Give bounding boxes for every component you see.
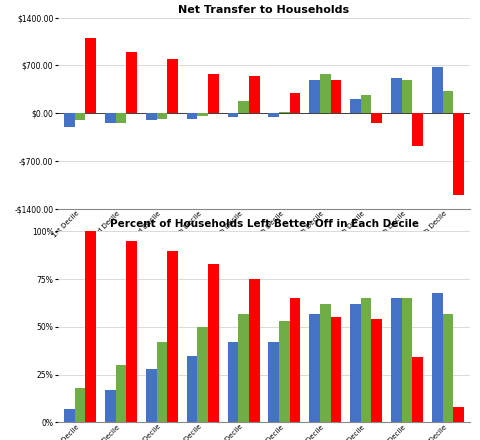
Bar bbox=[208, 264, 218, 422]
Bar bbox=[279, 112, 290, 113]
Bar bbox=[391, 77, 402, 113]
Bar bbox=[310, 314, 320, 422]
Bar bbox=[105, 113, 116, 123]
Bar bbox=[443, 91, 453, 113]
Bar bbox=[453, 113, 464, 195]
Bar bbox=[249, 76, 260, 113]
Bar bbox=[167, 250, 178, 422]
Bar bbox=[320, 73, 331, 113]
Bar bbox=[146, 113, 156, 120]
Bar bbox=[156, 113, 167, 118]
Bar bbox=[372, 113, 382, 123]
Bar bbox=[372, 319, 382, 422]
Bar bbox=[167, 59, 178, 113]
Bar bbox=[75, 388, 85, 422]
Bar bbox=[290, 298, 300, 422]
Bar bbox=[156, 342, 167, 422]
Bar bbox=[402, 81, 412, 113]
Bar bbox=[290, 93, 300, 113]
Bar bbox=[238, 102, 249, 113]
Bar bbox=[238, 314, 249, 422]
Bar bbox=[350, 99, 361, 113]
Bar bbox=[208, 73, 218, 113]
Bar bbox=[75, 113, 85, 120]
Bar bbox=[402, 298, 412, 422]
Bar bbox=[412, 113, 423, 147]
Bar bbox=[187, 113, 197, 118]
Bar bbox=[361, 95, 372, 113]
Bar bbox=[432, 293, 443, 422]
Bar bbox=[197, 327, 208, 422]
Bar bbox=[85, 231, 96, 422]
Bar bbox=[279, 321, 290, 422]
Bar bbox=[331, 80, 341, 113]
Bar bbox=[391, 298, 402, 422]
Bar bbox=[146, 369, 156, 422]
Bar bbox=[116, 365, 126, 422]
Bar bbox=[197, 113, 208, 117]
Title: Percent of Households Left Better Off in Each Decile: Percent of Households Left Better Off in… bbox=[109, 219, 419, 229]
Bar bbox=[268, 342, 279, 422]
Bar bbox=[331, 317, 341, 422]
Bar bbox=[126, 241, 137, 422]
Bar bbox=[453, 407, 464, 422]
Bar bbox=[432, 67, 443, 113]
Bar bbox=[228, 342, 238, 422]
Bar bbox=[85, 38, 96, 113]
Bar bbox=[320, 304, 331, 422]
Bar bbox=[249, 279, 260, 422]
Bar bbox=[361, 298, 372, 422]
Legend: Carbon tax offset by cut in labor income taxes, Carbon tax offset by cut in payr: Carbon tax offset by cut in labor income… bbox=[60, 298, 341, 316]
Bar bbox=[350, 304, 361, 422]
Bar bbox=[64, 409, 75, 422]
Bar bbox=[64, 113, 75, 127]
Bar bbox=[228, 113, 238, 117]
Bar bbox=[126, 51, 137, 113]
Bar bbox=[105, 390, 116, 422]
Title: Net Transfer to Households: Net Transfer to Households bbox=[179, 5, 349, 15]
Bar bbox=[187, 356, 197, 422]
Bar bbox=[412, 357, 423, 422]
Bar bbox=[310, 81, 320, 113]
Bar bbox=[443, 314, 453, 422]
Bar bbox=[116, 113, 126, 123]
Bar bbox=[268, 113, 279, 117]
